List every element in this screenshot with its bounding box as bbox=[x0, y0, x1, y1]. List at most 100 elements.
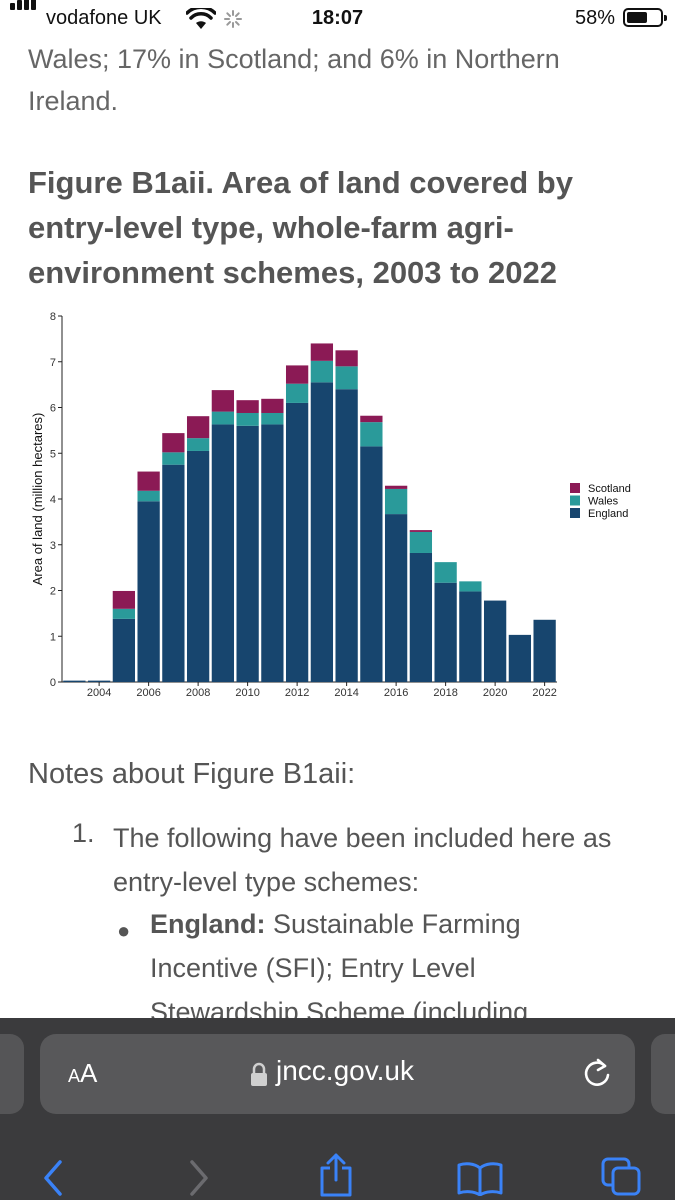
sub-item-label: England: bbox=[150, 909, 266, 939]
y-axis-label: Area of land (million hectares) bbox=[30, 413, 45, 586]
x-tick-label: 2004 bbox=[87, 687, 111, 699]
bar-scotland-2013 bbox=[310, 343, 334, 361]
back-icon[interactable] bbox=[38, 1158, 68, 1198]
bar-scotland-2017 bbox=[409, 530, 433, 532]
legend-swatch-scotland bbox=[570, 483, 580, 493]
bar-england-2012 bbox=[285, 402, 309, 682]
list-item-line: entry-level type schemes: bbox=[113, 867, 420, 897]
y-tick-label: 7 bbox=[50, 357, 56, 369]
bar-scotland-2012 bbox=[285, 365, 309, 384]
list-item-line: The following have been included here as bbox=[113, 823, 612, 853]
bar-scotland-2008 bbox=[186, 416, 210, 439]
figure-title: Figure B1aii. Area of land covered by en… bbox=[28, 160, 648, 295]
list-item-text: The following have been included here as… bbox=[113, 816, 653, 904]
bar-scotland-2007 bbox=[162, 433, 185, 453]
bar-england-2021 bbox=[508, 634, 532, 682]
y-tick-label: 1 bbox=[50, 631, 56, 643]
previous-tab-preview[interactable] bbox=[0, 1034, 24, 1114]
lock-icon bbox=[251, 1062, 267, 1086]
bullet-icon: ● bbox=[117, 918, 131, 943]
bar-england-2007 bbox=[162, 464, 185, 682]
y-tick-label: 6 bbox=[50, 403, 56, 415]
bar-england-2008 bbox=[186, 450, 210, 682]
stacked-bar-chart: 0 1 2 3 4 5 6 7 8 2004 2006 2008 2010 2012 2014 2016 201… bbox=[30, 311, 631, 699]
bookmarks-icon[interactable] bbox=[456, 1160, 504, 1196]
sub-item-line: Incentive (SFI); Entry Level bbox=[150, 953, 476, 983]
bar-wales-2006 bbox=[137, 490, 160, 502]
y-tick-label: 0 bbox=[50, 677, 56, 689]
tabs-icon[interactable] bbox=[600, 1156, 644, 1198]
body-paragraph: Wales; 17% in Scotland; and 6% in Northe… bbox=[28, 38, 628, 122]
bar-england-2009 bbox=[211, 424, 235, 682]
legend-swatch-wales bbox=[570, 495, 580, 506]
y-tick-label: 5 bbox=[50, 448, 56, 460]
bar-scotland-2005 bbox=[112, 590, 136, 609]
bar-england-2006 bbox=[137, 501, 160, 682]
bar-scotland-2014 bbox=[335, 350, 358, 367]
x-tick-label: 2006 bbox=[136, 687, 160, 699]
paragraph-line: Ireland. bbox=[28, 86, 119, 116]
x-tick-label: 2010 bbox=[235, 687, 259, 699]
list-number: 1. bbox=[72, 818, 95, 848]
x-tick-label: 2012 bbox=[285, 687, 309, 699]
activity-spinner-icon bbox=[224, 10, 242, 28]
legend-swatch-england bbox=[570, 508, 580, 518]
battery-percent: 58% bbox=[574, 7, 615, 29]
bar-scotland-2015 bbox=[360, 415, 383, 423]
bar-england-2018 bbox=[434, 582, 457, 682]
sub-list-item: England: Sustainable Farming Incentive (… bbox=[150, 902, 650, 1034]
bar-wales-2017 bbox=[409, 531, 433, 553]
bar-wales-2018 bbox=[434, 562, 457, 583]
wifi-icon bbox=[186, 8, 216, 29]
bar-england-2020 bbox=[483, 600, 507, 682]
paragraph-line: Wales; 17% in Scotland; and 6% in Northe… bbox=[28, 44, 560, 74]
status-bar: vodafone UK 18:07 58% bbox=[0, 0, 675, 36]
bar-wales-2012 bbox=[285, 383, 309, 403]
y-tick-label: 4 bbox=[50, 494, 56, 506]
battery-icon bbox=[623, 8, 667, 27]
bar-wales-2007 bbox=[162, 452, 185, 465]
bar-wales-2013 bbox=[310, 360, 334, 383]
y-tick-label: 3 bbox=[50, 540, 56, 552]
bar-england-2015 bbox=[360, 446, 383, 682]
bar-england-2017 bbox=[409, 552, 433, 682]
address-bar[interactable]: AA jncc.gov.uk bbox=[40, 1034, 635, 1114]
x-tick-label: 2018 bbox=[433, 687, 457, 699]
bar-england-2010 bbox=[236, 425, 259, 682]
figure-title-line: entry-level type, whole-farm agri- bbox=[28, 210, 514, 245]
share-icon[interactable] bbox=[316, 1152, 356, 1198]
url-text[interactable]: jncc.gov.uk bbox=[276, 1055, 414, 1086]
y-tick-label: 8 bbox=[50, 311, 56, 323]
y-tick-label: 2 bbox=[50, 586, 56, 598]
bar-england-2005 bbox=[112, 618, 136, 682]
bar-scotland-2010 bbox=[236, 400, 259, 413]
browser-toolbar: AA jncc.gov.uk bbox=[0, 1018, 675, 1200]
next-tab-preview[interactable] bbox=[651, 1034, 675, 1114]
legend-label-england: England bbox=[588, 508, 628, 520]
bar-wales-2019 bbox=[459, 581, 482, 592]
x-tick-label: 2016 bbox=[384, 687, 408, 699]
reload-icon[interactable] bbox=[581, 1056, 613, 1090]
bar-wales-2016 bbox=[384, 488, 408, 515]
bar-england-2004 bbox=[87, 680, 111, 682]
legend-label-wales: Wales bbox=[588, 496, 619, 508]
bar-england-2011 bbox=[261, 424, 284, 682]
bar-scotland-2009 bbox=[211, 390, 235, 412]
bar-wales-2010 bbox=[236, 412, 259, 426]
forward-icon[interactable] bbox=[184, 1158, 214, 1198]
bar-scotland-2006 bbox=[137, 471, 160, 491]
bar-england-2022 bbox=[533, 619, 556, 682]
bar-england-2014 bbox=[335, 389, 358, 682]
figure-title-line: environment schemes, 2003 to 2022 bbox=[28, 255, 557, 290]
x-tick-label: 2014 bbox=[334, 687, 358, 699]
x-tick-label: 2020 bbox=[483, 687, 507, 699]
bar-scotland-2016 bbox=[384, 485, 408, 489]
bar-wales-2011 bbox=[261, 412, 284, 425]
notes-heading: Notes about Figure B1aii: bbox=[28, 758, 356, 790]
bar-wales-2005 bbox=[112, 608, 136, 619]
legend-label-scotland: Scotland bbox=[588, 483, 631, 495]
bar-england-2016 bbox=[384, 514, 408, 682]
bar-england-2003 bbox=[63, 680, 86, 682]
clock: 18:07 bbox=[311, 7, 364, 29]
reader-options-button[interactable]: AA bbox=[68, 1058, 98, 1088]
